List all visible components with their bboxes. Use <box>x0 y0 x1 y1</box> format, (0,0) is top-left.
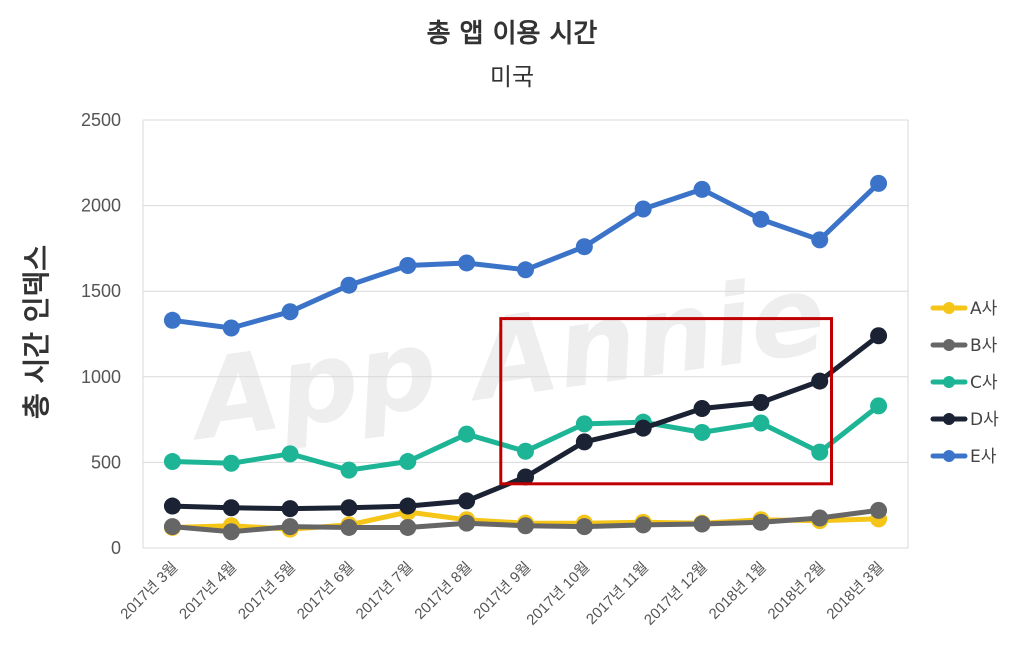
data-point <box>634 419 652 437</box>
data-point <box>811 443 829 461</box>
data-point <box>752 414 770 432</box>
x-tick-label: 2017년 7월 <box>353 559 417 623</box>
data-point <box>634 516 652 534</box>
x-tick-label: 2017년 5월 <box>235 559 299 623</box>
y-tick-label: 1000 <box>81 367 121 387</box>
chart-subtitle: 미국 <box>490 63 534 91</box>
data-point <box>575 433 593 451</box>
x-tick-label: 2017년 3월 <box>117 559 181 623</box>
data-point <box>575 238 593 256</box>
x-tick-label: 2017년 9월 <box>470 559 534 623</box>
data-point <box>222 319 240 337</box>
data-point <box>399 518 417 536</box>
y-tick-label: 2000 <box>81 196 121 216</box>
y-axis-label: 총 시간 인덱스 <box>20 245 53 419</box>
data-point <box>517 517 534 535</box>
x-tick-label: 2018년 1월 <box>706 559 770 623</box>
legend-item: D사 <box>930 410 999 430</box>
data-point <box>870 174 888 192</box>
y-tick-label: 2500 <box>81 110 121 130</box>
data-point <box>752 513 770 531</box>
data-point <box>575 415 593 433</box>
series-C사 <box>163 397 888 479</box>
legend: A사 B사 C사 D사 E사 <box>930 299 999 467</box>
legend-label: D사 <box>970 410 999 430</box>
data-point <box>458 254 476 272</box>
data-point <box>281 518 299 536</box>
data-point <box>340 276 358 294</box>
legend-item: C사 <box>930 373 998 393</box>
data-point <box>340 499 358 517</box>
data-point <box>281 303 299 321</box>
data-point <box>811 231 829 249</box>
grid-lines <box>142 119 909 549</box>
series-B사 <box>163 501 888 541</box>
data-point <box>458 514 476 532</box>
x-tick-label: 2017년 8월 <box>412 559 476 623</box>
x-tick-label: 2017년 4월 <box>176 559 240 623</box>
data-point <box>693 399 711 417</box>
data-point <box>517 468 534 486</box>
data-point <box>222 454 240 472</box>
data-point <box>163 518 181 536</box>
data-point <box>163 453 181 471</box>
data-point <box>399 453 417 471</box>
legend-swatch-marker <box>943 302 955 314</box>
data-point <box>575 518 593 536</box>
data-point <box>811 509 829 527</box>
data-point <box>634 200 652 218</box>
legend-swatch-marker <box>943 413 955 425</box>
data-point <box>458 425 476 443</box>
x-tick-label: 2017년 6월 <box>294 559 358 623</box>
data-point <box>281 445 299 463</box>
y-axis-ticks: 0 500 1000 1500 2000 2500 <box>81 110 121 558</box>
data-point <box>163 497 181 515</box>
data-point <box>399 257 417 275</box>
x-tick-label: 2018년 3월 <box>823 559 887 623</box>
highlight-box <box>499 317 833 486</box>
legend-label: E사 <box>970 447 997 467</box>
data-point <box>693 515 711 533</box>
data-point <box>870 501 888 519</box>
data-point <box>222 499 240 517</box>
data-point <box>340 518 358 536</box>
data-point <box>458 492 476 510</box>
data-point <box>870 397 888 415</box>
y-tick-label: 0 <box>111 538 121 558</box>
data-point <box>163 311 181 329</box>
legend-item: A사 <box>930 299 998 319</box>
data-point <box>693 423 711 441</box>
data-point <box>340 461 358 479</box>
legend-label: B사 <box>970 336 998 356</box>
chart-watermark: App Annie <box>178 249 833 465</box>
series-E사 <box>163 174 888 337</box>
data-point <box>693 180 711 198</box>
series-D사 <box>163 327 888 518</box>
data-point <box>752 210 770 228</box>
data-point <box>811 372 829 390</box>
data-point <box>222 523 240 541</box>
legend-label: A사 <box>970 299 998 319</box>
y-tick-label: 500 <box>91 452 121 472</box>
legend-item: B사 <box>930 336 998 356</box>
x-tick-label: 2017년 12월 <box>641 559 711 629</box>
data-point <box>399 497 417 515</box>
legend-item: E사 <box>930 447 997 467</box>
legend-swatch-marker <box>943 450 955 462</box>
data-point <box>752 393 770 411</box>
data-point <box>517 442 534 460</box>
data-point <box>870 327 888 345</box>
y-tick-label: 1500 <box>81 281 121 301</box>
chart-title: 총 앱 이용 시간 <box>427 19 598 49</box>
series-group <box>163 174 888 541</box>
legend-swatch-marker <box>943 339 955 351</box>
data-point <box>281 500 299 518</box>
data-point <box>517 261 534 279</box>
legend-swatch-marker <box>943 376 955 388</box>
x-tick-label: 2018년 2월 <box>765 559 829 623</box>
x-tick-label: 2017년 10월 <box>523 559 593 629</box>
legend-label: C사 <box>970 373 998 393</box>
